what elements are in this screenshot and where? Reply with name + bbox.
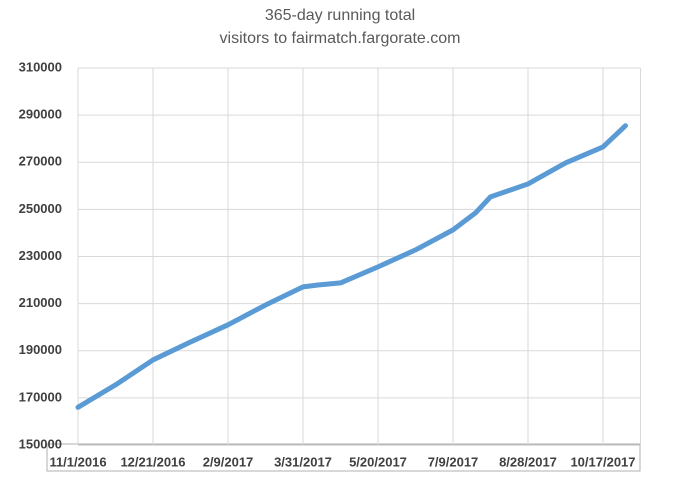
axis-selection-box <box>46 443 641 472</box>
x-tick-label: 10/17/2017 <box>570 454 635 469</box>
x-tick-label: 2/9/2017 <box>203 454 254 469</box>
chart-subtitle: visitors to fairmatch.fargorate.com <box>220 30 461 47</box>
chart-title: 365-day running total <box>265 7 415 24</box>
y-tick-label: 270000 <box>19 154 62 169</box>
y-tick-label: 250000 <box>19 201 62 216</box>
data-line <box>75 123 628 410</box>
x-tick-label: 7/9/2017 <box>428 454 479 469</box>
y-tick-label: 290000 <box>19 107 62 122</box>
x-tick-label: 12/21/2016 <box>120 454 185 469</box>
x-tick-label: 5/20/2017 <box>349 454 407 469</box>
y-tick-label: 310000 <box>19 59 62 74</box>
x-tick-label: 11/1/2016 <box>49 454 106 469</box>
y-tick-label: 190000 <box>19 342 62 357</box>
x-tick-label: 8/28/2017 <box>499 454 557 469</box>
y-tick-label: 210000 <box>19 295 62 310</box>
y-tick-label: 230000 <box>19 248 62 263</box>
y-tick-label: 150000 <box>19 436 62 451</box>
x-tick-label: 3/31/2017 <box>274 454 332 469</box>
y-tick-label: 170000 <box>19 389 62 404</box>
